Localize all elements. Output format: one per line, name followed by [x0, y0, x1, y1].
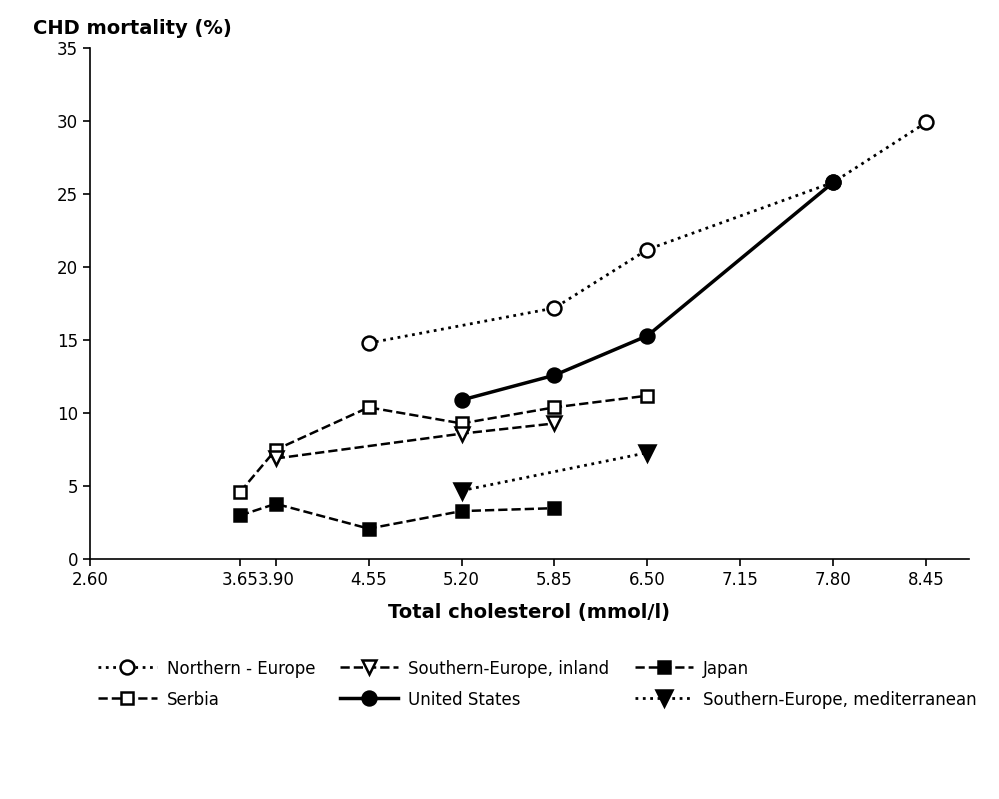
X-axis label: Total cholesterol (mmol/l): Total cholesterol (mmol/l)	[389, 603, 670, 622]
Legend: Northern - Europe, Serbia, Southern-Europe, inland, United States, Japan, Southe: Northern - Europe, Serbia, Southern-Euro…	[98, 660, 976, 709]
Text: CHD mortality (%): CHD mortality (%)	[33, 18, 232, 38]
